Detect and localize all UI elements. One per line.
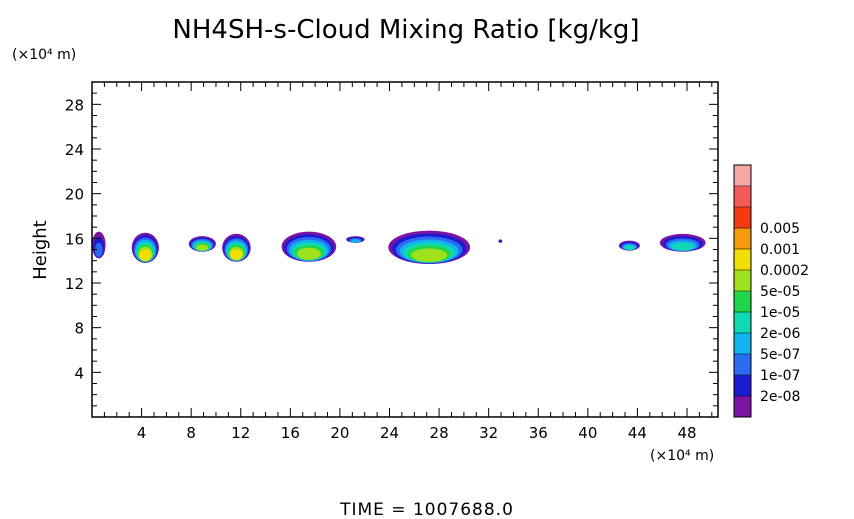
x-tick-label: 28	[430, 424, 449, 442]
axis-ticks	[92, 82, 718, 417]
colorbar-label: 2e-08	[760, 389, 800, 405]
cloud-layer	[671, 242, 694, 251]
y-tick-label: 12	[65, 275, 84, 293]
colorbar-swatch	[734, 291, 751, 313]
colorbar-swatch	[734, 354, 751, 376]
colorbar-swatch	[734, 312, 751, 334]
colorbar-label: 1e-05	[760, 305, 800, 321]
colorbar-label: 5e-07	[760, 347, 800, 363]
colorbar-label: 1e-07	[760, 368, 800, 384]
cloud-10	[659, 233, 706, 252]
time-label: TIME = 1007688.0	[339, 500, 514, 519]
colorbar-swatch	[734, 333, 751, 355]
y-tick-label: 4	[74, 364, 84, 382]
colorbar-swatch	[734, 207, 751, 229]
cloud-6	[346, 236, 365, 243]
colorbar-swatch	[734, 165, 751, 187]
cloud-3	[188, 236, 216, 252]
y-tick-label: 24	[65, 141, 84, 159]
cloud-layer	[139, 249, 152, 261]
x-tick-label: 24	[380, 424, 399, 442]
cloud-layer	[230, 249, 243, 260]
cloud-layer	[196, 244, 209, 251]
x-tick-labels: 4 8 12 16 20 24 28 32 36 40 44 48	[137, 424, 697, 442]
x-tick-label: 8	[186, 424, 196, 442]
colorbar-swatch	[734, 396, 751, 418]
x-tick-label: 20	[330, 424, 349, 442]
cloud-2	[131, 232, 159, 263]
colorbar-label: 5e-05	[760, 284, 800, 300]
y-tick-label: 8	[74, 320, 84, 338]
cloud-layer	[296, 247, 321, 260]
x-tick-label: 40	[578, 424, 597, 442]
colorbar-swatch	[734, 375, 751, 397]
cloud-layer	[350, 239, 361, 243]
cloud-4	[222, 233, 251, 262]
x-tick-label: 48	[677, 424, 696, 442]
colorbar-swatch	[734, 186, 751, 208]
cloud-layer	[499, 240, 502, 243]
chart-title: NH4SH-s-Cloud Mixing Ratio [kg/kg]	[172, 15, 639, 45]
x-axis-unit: (×10⁴ m)	[650, 448, 714, 464]
x-tick-label: 32	[479, 424, 498, 442]
y-tick-labels: 4 8 12 16 20 24 28	[65, 96, 84, 382]
y-tick-label: 16	[65, 230, 84, 248]
cloud-9	[618, 240, 640, 251]
colorbar-swatch	[734, 228, 751, 250]
cloud-layer	[94, 242, 103, 257]
y-tick-label: 28	[65, 96, 84, 114]
cloud-5	[281, 231, 337, 262]
x-tick-label: 4	[137, 424, 147, 442]
cloud-8	[498, 239, 503, 243]
x-tick-label: 36	[529, 424, 548, 442]
x-tick-label: 44	[628, 424, 647, 442]
y-axis-label: Height	[30, 220, 51, 280]
colorbar-label: 0.0002	[760, 263, 809, 279]
cloud-field	[92, 230, 706, 264]
colorbar: 2e-08 1e-07 5e-07 2e-06 1e-05 5e-05 0.0002 0.00…	[733, 164, 809, 418]
x-tick-label: 12	[231, 424, 250, 442]
x-tick-label: 16	[281, 424, 300, 442]
colorbar-label: 0.001	[760, 242, 800, 258]
cloud-7	[388, 230, 471, 264]
y-axis-unit: (×10⁴ m)	[12, 47, 76, 63]
cloud-1	[92, 231, 106, 259]
cloud-layer	[624, 245, 635, 250]
y-tick-label: 20	[65, 186, 84, 204]
colorbar-label: 0.005	[760, 221, 800, 237]
colorbar-swatch	[734, 249, 751, 271]
cloud-layer	[411, 248, 448, 262]
colorbar-label: 2e-06	[760, 326, 800, 342]
colorbar-swatch	[734, 270, 751, 292]
